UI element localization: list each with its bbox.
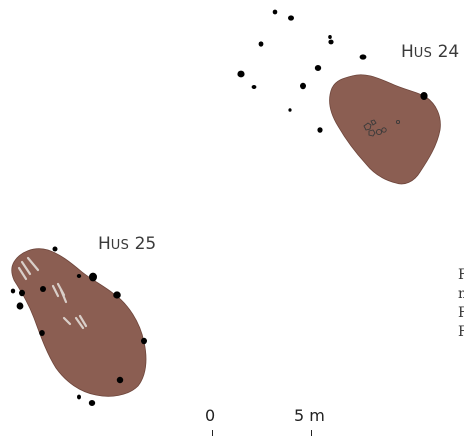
posthole — [317, 127, 323, 133]
scale-bar-start-label: 0 — [205, 406, 216, 425]
posthole — [328, 35, 332, 39]
posthole — [314, 65, 322, 71]
light-mark — [74, 316, 85, 330]
posthole — [116, 376, 124, 384]
scale-bar-end-label: 5 m — [294, 406, 325, 425]
posthole — [237, 70, 245, 78]
posthole — [328, 39, 334, 45]
house-24-feature — [329, 74, 441, 185]
light-mark — [62, 316, 72, 326]
house-25-label-rest: US — [110, 238, 130, 253]
house-24-label-number: 24 — [437, 42, 460, 62]
caption-fragment: m — [458, 287, 464, 301]
posthole — [89, 272, 97, 282]
light-mark — [17, 266, 28, 281]
posthole — [288, 15, 294, 21]
posthole — [88, 400, 96, 406]
light-mark — [26, 256, 40, 272]
light-mark — [20, 260, 32, 276]
stone-cluster — [368, 129, 376, 137]
light-mark — [51, 284, 60, 298]
caption-fragment: F — [458, 268, 464, 282]
house-24-floor — [329, 74, 441, 185]
posthole — [251, 85, 257, 89]
stone-cluster — [375, 128, 383, 136]
posthole — [141, 337, 147, 345]
postholes — [10, 9, 428, 406]
posthole — [288, 108, 292, 112]
house-25-label-number: 25 — [134, 234, 157, 254]
posthole — [16, 302, 24, 310]
caption-fragment: F — [458, 325, 464, 339]
house-24-label: HUS 24 — [401, 44, 459, 61]
posthole — [40, 286, 46, 292]
posthole — [77, 394, 81, 400]
posthole — [359, 54, 367, 60]
stone-cluster — [363, 122, 372, 131]
house-24-stones — [363, 119, 401, 137]
house-24-label-rest: US — [413, 46, 433, 61]
stone-cluster — [370, 119, 377, 126]
house-24-label-initial: H — [401, 42, 414, 62]
stone-cluster — [381, 127, 387, 133]
scale-bar-tick-end — [311, 430, 312, 436]
posthole — [420, 92, 428, 100]
posthole — [10, 288, 16, 294]
light-mark — [78, 314, 88, 328]
posthole — [272, 9, 278, 15]
posthole — [39, 330, 45, 336]
house-25-marks — [17, 256, 88, 330]
light-mark — [59, 288, 68, 304]
posthole — [300, 82, 306, 90]
house-25-label-initial: H — [98, 234, 111, 254]
scale-bar-tick-start — [212, 430, 213, 436]
house-25-label: HUS 25 — [98, 236, 156, 253]
posthole — [113, 291, 121, 299]
posthole — [76, 274, 82, 278]
caption-fragment: F — [458, 306, 464, 320]
house-25-feature — [11, 248, 147, 397]
stone-cluster — [395, 119, 401, 125]
posthole — [19, 289, 25, 297]
posthole — [52, 246, 58, 252]
posthole — [258, 41, 264, 47]
